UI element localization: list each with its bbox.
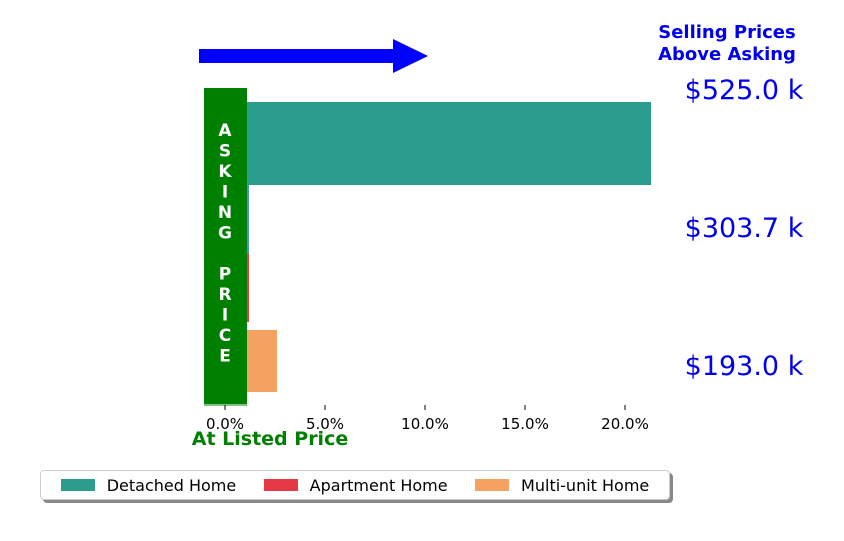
bars-layer xyxy=(204,102,651,392)
asking-letter: S xyxy=(219,142,231,162)
x-axis: 0.0% 5.0% 10.0% 15.0% 20.0% xyxy=(204,404,655,433)
asking-letter: G xyxy=(218,224,232,244)
asking-letter: K xyxy=(218,162,232,182)
legend: Detached Home Apartment Home Multi-unit Ho… xyxy=(40,470,670,500)
legend-item: Detached Home xyxy=(60,475,237,495)
legend-swatch xyxy=(475,479,510,491)
price-label: $303.7 k xyxy=(685,213,804,244)
price-label: $525.0 k xyxy=(685,75,804,106)
legend-label: Multi-unit Home xyxy=(521,475,650,495)
asking-letter: E xyxy=(219,347,231,367)
asking-letter: R xyxy=(218,285,231,305)
asking-letter: N xyxy=(218,203,232,223)
above-asking-line2: Above Asking xyxy=(658,44,796,65)
x-tick-label: 0.0% xyxy=(206,415,244,433)
at-listed-price-label: At Listed Price xyxy=(192,428,348,450)
x-tick-label: 20.0% xyxy=(601,415,649,433)
asking-price-band xyxy=(204,88,247,406)
asking-letter: I xyxy=(222,183,228,203)
price-label: $193.0 k xyxy=(685,351,804,382)
asking-letter: C xyxy=(219,326,231,346)
asking-letter: P xyxy=(219,265,231,285)
above-asking-line1: Selling Prices xyxy=(658,22,795,43)
x-tick-label: 10.0% xyxy=(401,415,449,433)
asking-letter: A xyxy=(218,121,232,141)
legend-swatch xyxy=(60,479,95,491)
x-tick-label: 15.0% xyxy=(501,415,549,433)
asking-letter: I xyxy=(222,306,228,326)
x-tick-label: 5.0% xyxy=(306,415,344,433)
price-labels: $525.0 k $303.7 k $193.0 k xyxy=(685,75,804,382)
legend-label: Detached Home xyxy=(106,475,237,495)
arrow-right-icon xyxy=(199,39,428,73)
bar-detached-home xyxy=(204,102,651,185)
legend-swatch xyxy=(263,479,298,491)
legend-item: Multi-unit Home xyxy=(475,476,649,495)
legend-item: Apartment Home xyxy=(263,475,448,495)
legend-label: Apartment Home xyxy=(309,475,448,495)
